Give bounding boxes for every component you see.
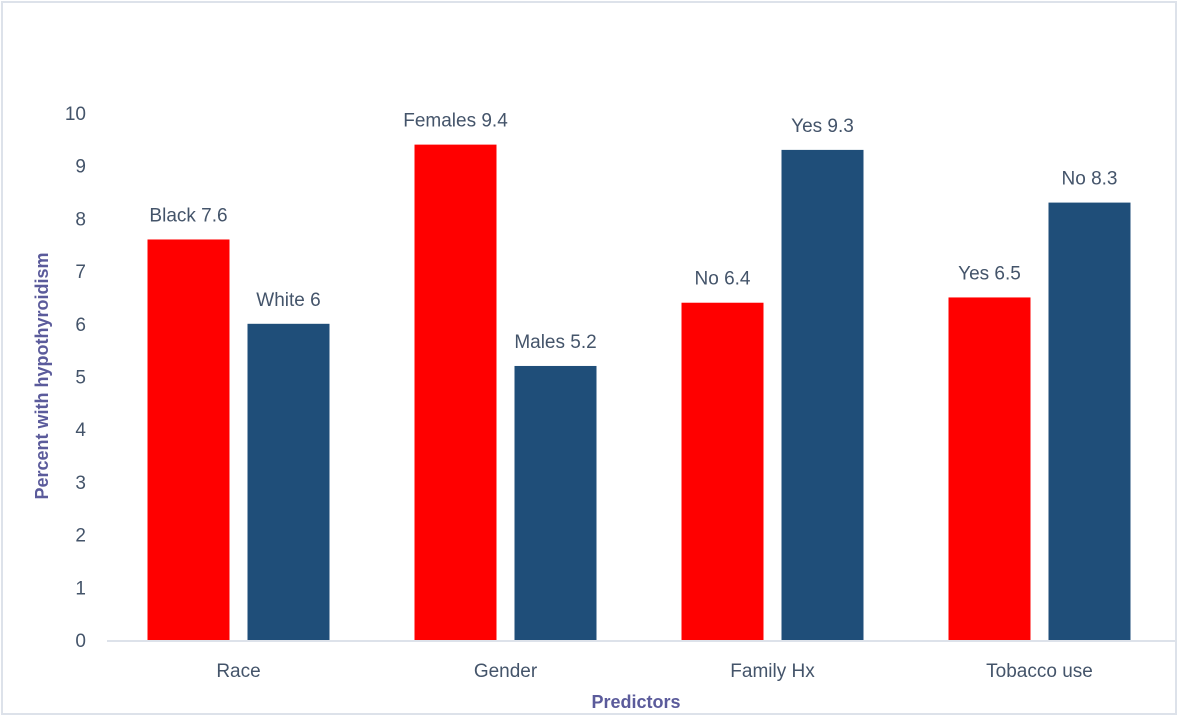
- data-label: Females 9.4: [403, 111, 508, 132]
- bar-family-hx-2: [781, 149, 864, 640]
- data-label: Males 5.2: [514, 332, 596, 353]
- x-tick-label: Tobacco use: [986, 661, 1093, 682]
- y-tick-label: 6: [75, 315, 86, 336]
- y-tick-label: 10: [65, 104, 86, 125]
- y-tick-label: 2: [75, 526, 86, 547]
- y-tick-label: 7: [75, 262, 86, 283]
- bar-gender-2: [514, 365, 597, 640]
- bar-gender-1: [414, 144, 497, 640]
- y-tick-label: 4: [75, 420, 86, 441]
- bar-family-hx-1: [681, 302, 764, 640]
- bar-tobacco-use-1: [948, 297, 1031, 640]
- data-label: No 6.4: [695, 269, 751, 290]
- y-tick-label: 0: [75, 631, 86, 652]
- bar-tobacco-use-2: [1048, 202, 1131, 640]
- y-axis-title: Percent with hypothyroidism: [32, 252, 52, 499]
- bar-race-1: [147, 239, 230, 641]
- data-label: Yes 6.5: [958, 263, 1021, 284]
- x-axis-title: Predictors: [591, 692, 680, 712]
- y-tick-label: 3: [75, 473, 86, 494]
- x-tick-label: Family Hx: [730, 661, 815, 682]
- bar-race-2: [247, 323, 330, 640]
- y-tick-label: 9: [75, 157, 86, 178]
- x-tick-label: Race: [216, 661, 260, 682]
- y-tick-label: 5: [75, 368, 86, 389]
- y-tick-label: 8: [75, 209, 86, 230]
- data-label: No 8.3: [1062, 169, 1118, 190]
- y-tick-label: 1: [75, 578, 86, 599]
- data-label: White 6: [256, 290, 320, 311]
- data-label: Yes 9.3: [791, 116, 854, 137]
- data-label: Black 7.6: [149, 205, 227, 226]
- x-tick-label: Gender: [474, 661, 538, 682]
